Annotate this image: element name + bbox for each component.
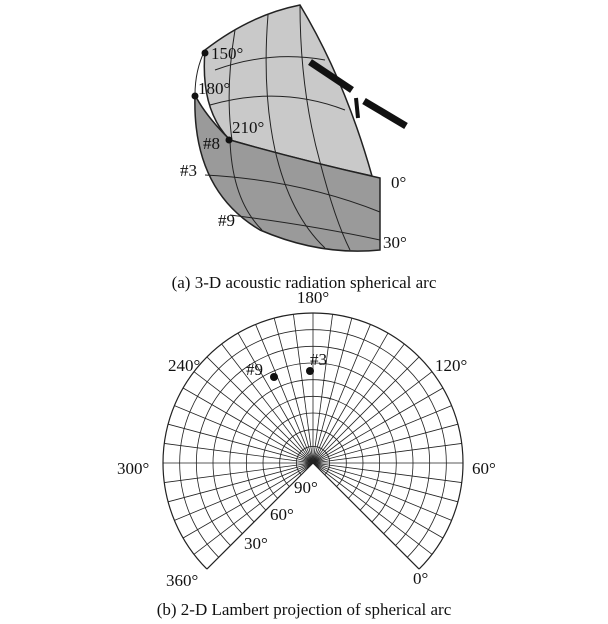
azimuth-label: 300° bbox=[117, 459, 149, 478]
grid-spoke bbox=[313, 463, 419, 569]
grid-spoke bbox=[313, 463, 458, 502]
grid-spoke bbox=[313, 406, 452, 463]
azimuth-label: 60° bbox=[472, 459, 496, 478]
elevation-label: 60° bbox=[270, 505, 294, 524]
angle-label: 210° bbox=[232, 118, 264, 137]
page: 150° 180° 210° 0° 30° #8 #3 #9 (a) 3-D a… bbox=[0, 0, 608, 624]
point-dot bbox=[202, 50, 209, 57]
angle-label: 0° bbox=[391, 173, 406, 192]
azimuth-label: 240° bbox=[168, 356, 200, 375]
azimuth-label: 0° bbox=[413, 569, 428, 588]
point-dot bbox=[270, 373, 278, 381]
figure: 150° 180° 210° 0° 30° #8 #3 #9 (a) 3-D a… bbox=[0, 0, 608, 624]
caption: (b) 2-D Lambert projection of spherical … bbox=[157, 600, 452, 619]
grid-spoke bbox=[168, 424, 313, 463]
angle-label: 150° bbox=[211, 44, 243, 63]
point-label: #3 bbox=[310, 350, 327, 369]
azimuth-label: 180° bbox=[297, 288, 329, 307]
elevation-label: 30° bbox=[244, 534, 268, 553]
satellite-body bbox=[356, 98, 358, 118]
grid-spoke bbox=[174, 406, 313, 463]
angle-label: 30° bbox=[383, 233, 407, 252]
azimuth-label: 360° bbox=[166, 571, 198, 590]
angle-label: 180° bbox=[198, 79, 230, 98]
satellite-panel bbox=[364, 101, 406, 126]
azimuth-label: 120° bbox=[435, 356, 467, 375]
point-label: #9 bbox=[218, 211, 235, 230]
point-label: #3 bbox=[180, 161, 197, 180]
grid-spoke bbox=[313, 357, 419, 463]
grid-spoke bbox=[274, 318, 313, 463]
grid-spoke bbox=[313, 318, 352, 463]
grid-spoke bbox=[313, 463, 452, 520]
grid-spoke bbox=[313, 424, 458, 463]
point-dot bbox=[226, 137, 233, 144]
grid-spoke bbox=[256, 324, 313, 463]
point-label: #8 bbox=[203, 134, 220, 153]
grid-spoke bbox=[168, 463, 313, 502]
point-label: #9 bbox=[246, 360, 263, 379]
grid-spoke bbox=[313, 324, 370, 463]
elevation-label: 90° bbox=[294, 478, 318, 497]
